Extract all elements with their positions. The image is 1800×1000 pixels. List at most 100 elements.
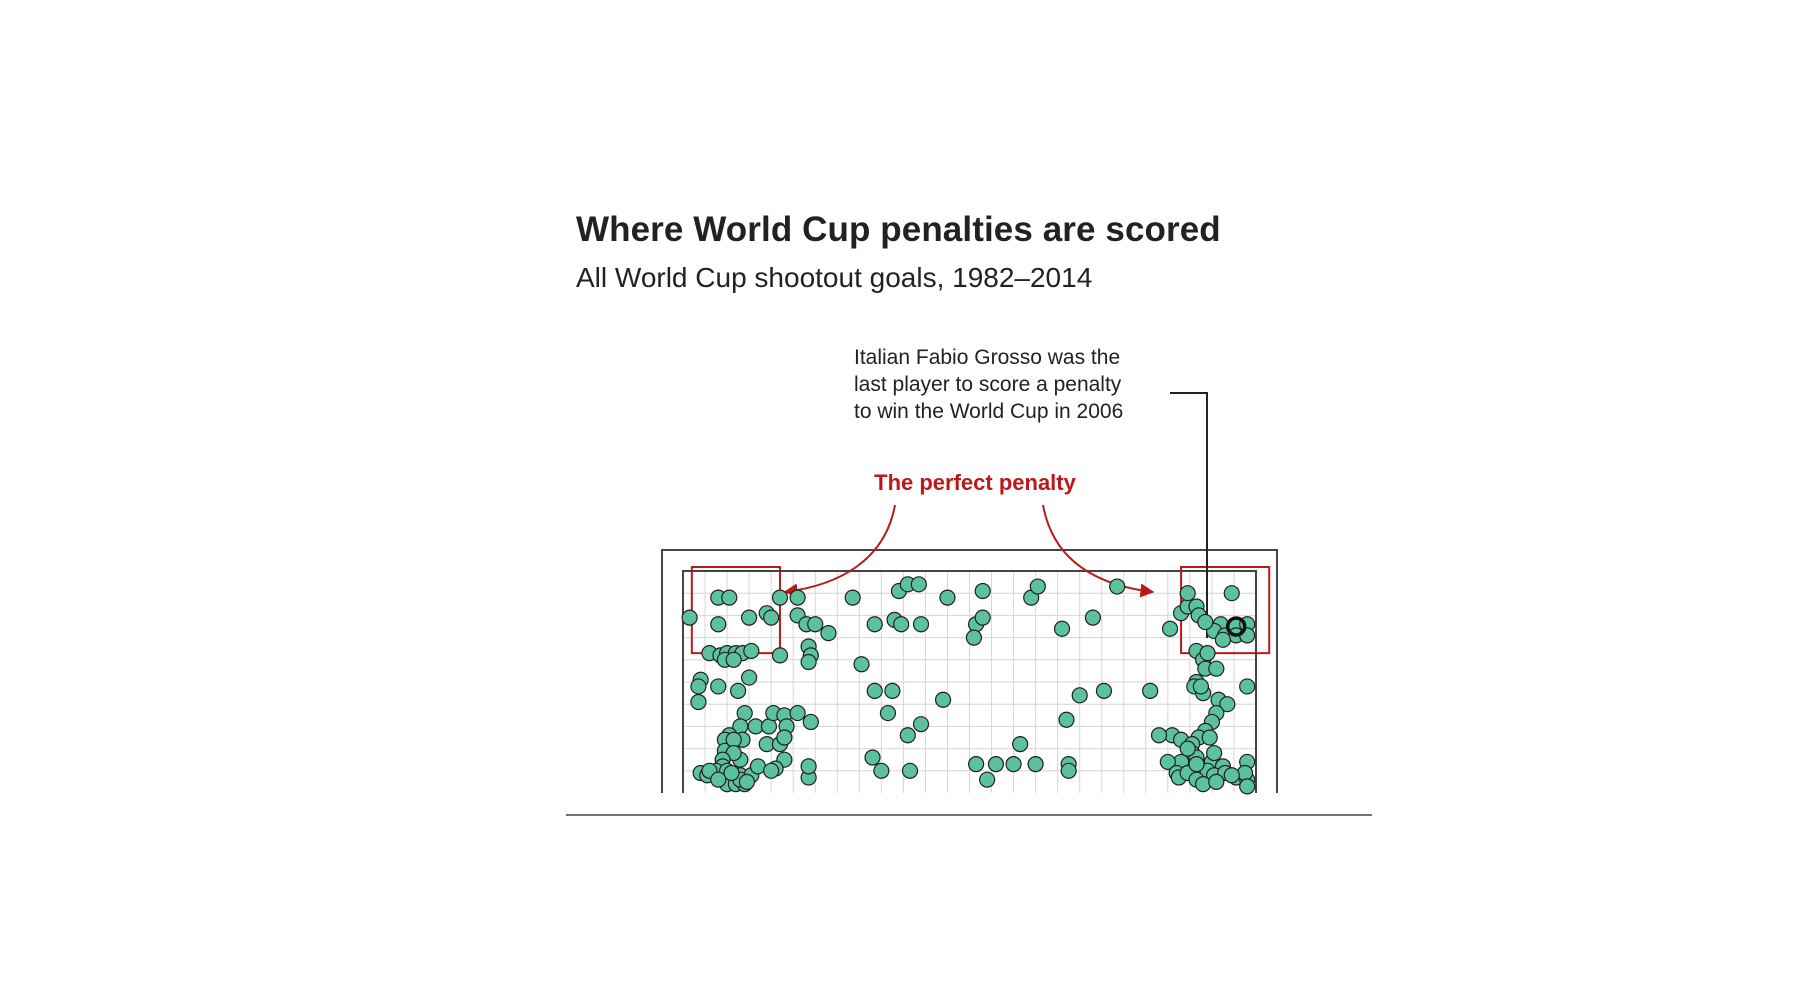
data-point	[736, 704, 753, 722]
data-point	[721, 589, 738, 606]
data-point	[763, 609, 780, 626]
data-point	[789, 589, 806, 606]
data-point	[866, 682, 883, 699]
data-point	[807, 616, 824, 633]
data-point	[710, 616, 727, 633]
data-point	[1005, 756, 1022, 773]
data-point	[1195, 776, 1212, 793]
data-point	[1179, 585, 1196, 602]
data-point	[1239, 678, 1256, 695]
data-point	[1208, 660, 1225, 677]
data-point	[1058, 711, 1075, 728]
data-point	[741, 669, 758, 686]
data-point	[1197, 613, 1214, 631]
data-point	[899, 727, 916, 744]
data-point	[1214, 631, 1232, 648]
data-point	[864, 749, 881, 766]
data-point	[1188, 756, 1205, 773]
goal-points	[681, 576, 1256, 795]
data-point	[789, 704, 806, 722]
data-point	[743, 642, 760, 660]
data-point	[844, 589, 861, 606]
data-point	[879, 704, 897, 722]
data-point	[1208, 773, 1225, 791]
perfect-penalty-label: The perfect penalty	[874, 470, 1076, 495]
data-point	[800, 653, 817, 671]
data-point	[738, 773, 756, 791]
data-point	[987, 756, 1005, 773]
data-point	[1236, 764, 1254, 782]
data-point	[690, 678, 707, 695]
data-point	[1179, 740, 1196, 757]
data-point	[820, 625, 837, 642]
data-point	[893, 616, 910, 633]
data-point	[1206, 744, 1223, 762]
perfect-penalty-arrow-right	[1042, 504, 1155, 598]
goal-outer-frame	[661, 549, 1278, 793]
data-point	[912, 616, 930, 633]
data-point	[1109, 578, 1126, 595]
data-point	[965, 629, 983, 646]
data-point	[1150, 727, 1168, 744]
data-point	[681, 609, 698, 626]
data-point	[1095, 682, 1113, 699]
data-point	[939, 589, 956, 606]
data-point	[912, 716, 930, 733]
data-point	[901, 762, 919, 779]
data-point	[1239, 778, 1256, 795]
data-point	[1012, 736, 1029, 753]
data-point	[974, 609, 991, 626]
data-point	[710, 678, 727, 695]
data-point	[1084, 609, 1102, 626]
grosso-annotation-line: to win the World Cup in 2006	[854, 400, 1124, 423]
data-point	[771, 589, 789, 606]
data-point	[725, 651, 742, 668]
data-point	[910, 576, 927, 593]
data-point	[1201, 729, 1218, 746]
data-point	[1060, 762, 1077, 779]
data-point	[873, 762, 890, 779]
data-point	[1029, 578, 1046, 595]
grosso-penalty-point	[1225, 616, 1247, 637]
grosso-leader-line	[1170, 392, 1208, 638]
data-point	[710, 771, 727, 788]
data-point	[979, 771, 996, 788]
data-point	[1027, 756, 1044, 773]
data-point	[1142, 682, 1159, 699]
data-point	[802, 713, 819, 731]
data-point	[1199, 645, 1216, 662]
data-point	[974, 582, 991, 600]
perfect-penalty-arrow-left	[783, 504, 896, 598]
grosso-annotation: Italian Fabio Grosso was the last player…	[854, 344, 1123, 425]
data-point	[866, 616, 883, 633]
data-point	[1223, 585, 1240, 602]
data-point	[1159, 753, 1176, 771]
grosso-annotation-line: Italian Fabio Grosso was the	[854, 346, 1121, 369]
data-point	[763, 762, 780, 779]
data-point	[760, 718, 778, 735]
data-point	[771, 647, 789, 664]
grosso-highlight	[1225, 616, 1247, 637]
data-point	[1071, 687, 1088, 704]
data-point	[1053, 620, 1071, 637]
grosso-annotation-line: last player to score a penalty	[854, 373, 1122, 396]
data-point	[1223, 767, 1240, 784]
data-point	[968, 756, 985, 773]
data-point	[1192, 678, 1210, 695]
data-point	[741, 609, 758, 626]
chart-title: Where World Cup penalties are scored	[576, 210, 1221, 249]
data-point	[934, 691, 952, 708]
goal-inner-frame	[682, 570, 1257, 793]
chart-subtitle: All World Cup shootout goals, 1982–2014	[576, 262, 1093, 293]
data-point	[884, 682, 901, 699]
data-point	[690, 693, 707, 711]
data-point	[776, 729, 793, 746]
data-point	[853, 656, 870, 673]
data-point	[1219, 696, 1236, 713]
data-point	[729, 682, 747, 699]
data-point	[723, 764, 740, 782]
data-point	[1161, 620, 1179, 637]
data-point	[800, 758, 817, 775]
